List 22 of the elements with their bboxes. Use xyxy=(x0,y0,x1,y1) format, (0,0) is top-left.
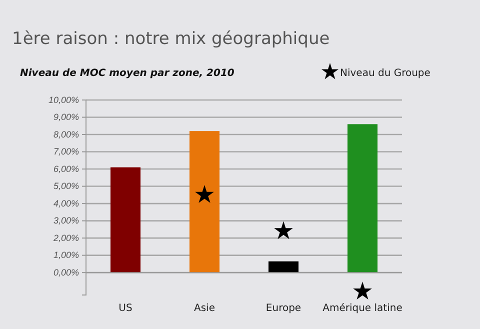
y-tick-label: 6,00% xyxy=(53,164,79,174)
y-tick-label: 0,00% xyxy=(53,267,79,278)
x-tick-label: Asie xyxy=(194,303,215,314)
y-tick-label: 7,00% xyxy=(53,146,79,157)
chart-title: 1ère raison : notre mix géographique xyxy=(12,29,330,49)
y-tick-label: 2,00% xyxy=(52,232,79,243)
y-tick-label: 1,00% xyxy=(53,250,79,260)
bar xyxy=(347,124,378,273)
chart-subtitle: Niveau de MOC moyen par zone, 2010 xyxy=(20,68,234,79)
x-tick-label: Europe xyxy=(266,303,302,314)
bar xyxy=(268,261,299,273)
y-tick-label: 10,00% xyxy=(48,94,79,105)
y-tick-label: 5,00% xyxy=(53,181,79,192)
bar xyxy=(110,167,141,273)
bar xyxy=(189,131,220,273)
y-tick-label: 8,00% xyxy=(53,129,79,140)
x-tick-label: US xyxy=(118,303,132,314)
legend-label: Niveau du Groupe xyxy=(340,68,430,79)
y-tick-label: 3,00% xyxy=(53,216,79,226)
x-tick-label: Amérique latine xyxy=(322,303,402,314)
y-tick-label: 4,00% xyxy=(53,198,79,208)
y-tick-label: 9,00% xyxy=(53,112,79,122)
